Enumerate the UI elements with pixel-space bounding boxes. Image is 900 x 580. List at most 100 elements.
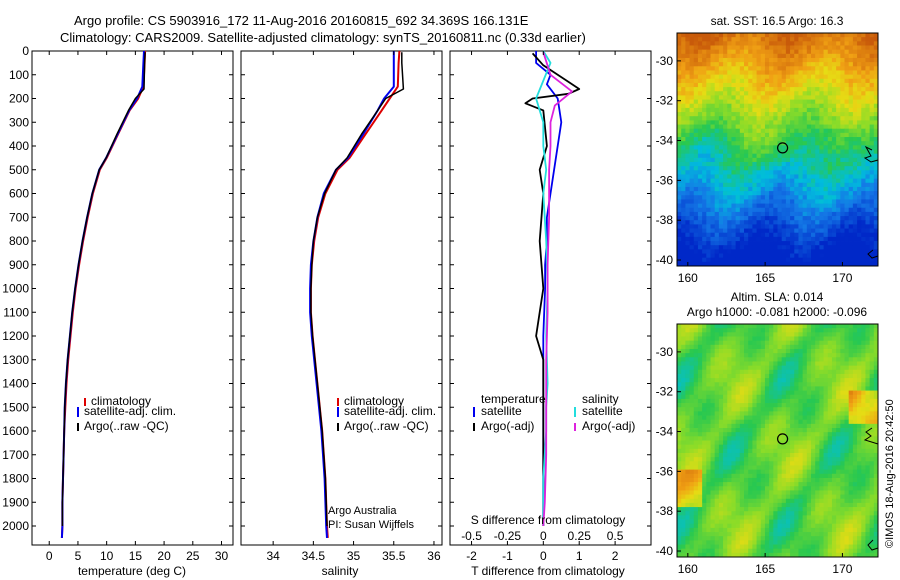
map-cell <box>702 182 707 188</box>
map-cell <box>794 132 799 138</box>
map-cell <box>848 336 854 342</box>
map-cell <box>739 182 745 188</box>
map-cell <box>848 490 854 495</box>
map-cell <box>785 170 791 175</box>
map-cell <box>831 373 837 379</box>
map-cell <box>785 120 791 125</box>
map-cell <box>748 394 753 400</box>
map-cell <box>714 120 720 125</box>
map-cell <box>785 344 791 350</box>
map-cell <box>735 257 741 263</box>
map-cell <box>836 112 841 117</box>
map-cell <box>806 203 812 209</box>
map-cell <box>739 348 745 354</box>
map-cell <box>748 473 753 479</box>
map-cell <box>798 373 804 379</box>
map-cell <box>827 95 833 100</box>
map-cell <box>735 423 741 429</box>
map-cell <box>781 199 787 204</box>
map-cell <box>861 116 866 121</box>
map-cell <box>869 137 875 142</box>
map-cell <box>827 477 833 483</box>
map-cell <box>785 253 791 259</box>
map-cell <box>802 477 808 483</box>
map-cell <box>869 232 875 238</box>
map-cell <box>689 477 695 483</box>
map-cell <box>681 132 686 138</box>
map-cell <box>790 448 795 454</box>
map-cell <box>702 461 707 466</box>
map-cell <box>852 62 858 67</box>
map-cell <box>815 419 820 425</box>
map-cell <box>873 170 879 175</box>
map-cell <box>744 378 749 383</box>
map-cell <box>714 440 720 446</box>
map-cell <box>706 153 711 159</box>
map-cell <box>785 423 791 429</box>
map-cell <box>836 253 841 259</box>
map-cell <box>831 166 837 171</box>
map-cell <box>744 324 749 329</box>
map-cell <box>785 161 791 167</box>
map-cell <box>773 182 778 188</box>
map-cell <box>697 112 703 117</box>
map-cell <box>764 344 770 350</box>
map-cell <box>731 344 737 350</box>
map-cell <box>790 369 795 375</box>
map-cell <box>714 57 720 63</box>
map-cell <box>760 195 766 200</box>
map-cell <box>718 249 724 254</box>
map-cell <box>748 253 753 259</box>
map-cell <box>693 116 699 121</box>
map-cell <box>836 340 841 346</box>
map-cell <box>693 353 699 358</box>
map-cell <box>823 415 829 421</box>
map-cell <box>718 33 724 38</box>
map-cell <box>760 398 766 404</box>
map-cell <box>798 344 804 350</box>
map-cell <box>752 465 757 471</box>
map-cell <box>857 373 862 379</box>
map-cell <box>840 348 845 354</box>
map-cell <box>773 241 778 246</box>
map-cell <box>714 128 720 134</box>
map-cell <box>823 428 829 433</box>
map-cell <box>790 145 795 150</box>
map-cell <box>794 57 799 63</box>
map-cell <box>848 182 854 188</box>
map-cell <box>706 494 711 500</box>
map-cell <box>714 91 720 96</box>
map-cell <box>811 407 816 412</box>
map-cell <box>865 373 871 379</box>
map-cell <box>852 157 858 163</box>
map-cell <box>756 241 762 246</box>
map-cell <box>723 494 728 500</box>
map-cell <box>702 149 707 155</box>
map-cell <box>857 357 862 362</box>
map-cell <box>852 191 858 196</box>
map-cell <box>702 411 707 416</box>
map-cell <box>831 95 837 100</box>
map-cell <box>831 241 837 246</box>
map-cell <box>873 482 879 487</box>
map-cell <box>815 166 820 171</box>
map-cell <box>785 66 791 71</box>
map-cell <box>764 178 770 184</box>
map-cell <box>727 186 732 192</box>
map-cell <box>865 207 871 213</box>
map-cell <box>802 87 808 92</box>
map-cell <box>706 207 711 213</box>
map-cell <box>773 157 778 163</box>
map-cell <box>718 348 724 354</box>
map-cell <box>677 361 682 367</box>
map-cell <box>865 232 871 238</box>
map-cell <box>869 207 875 213</box>
map-cell <box>697 428 703 433</box>
map-cell <box>861 477 866 483</box>
map-cell <box>760 403 766 408</box>
map-cell <box>714 332 720 337</box>
map-cell <box>794 436 799 441</box>
map-cell <box>869 477 875 483</box>
map-cell <box>752 436 757 441</box>
map-cell <box>693 161 699 167</box>
